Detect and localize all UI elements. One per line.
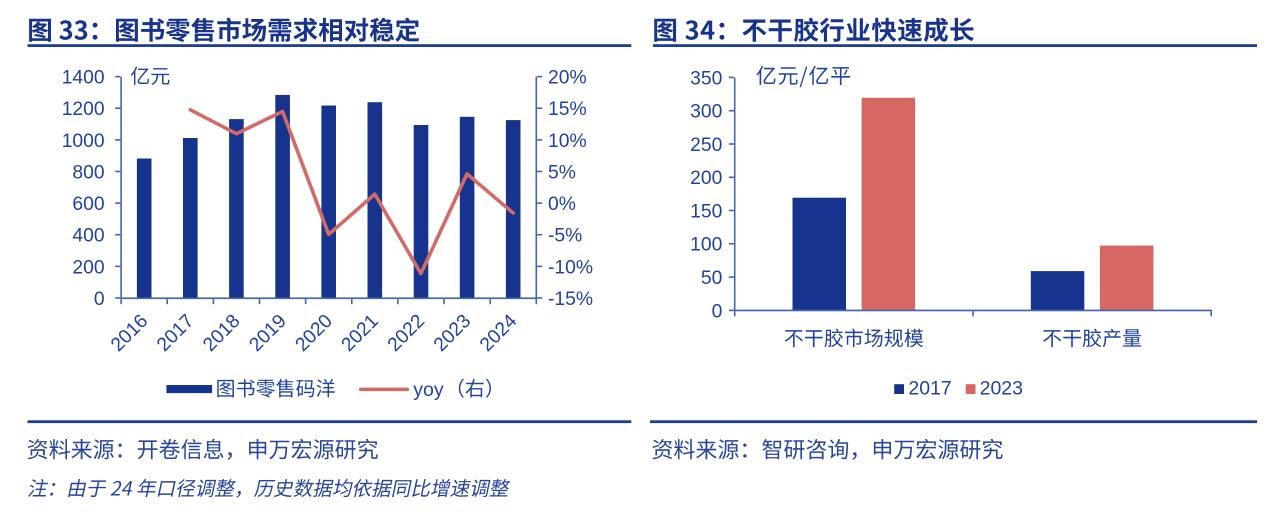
svg-text:100: 100 [690, 235, 722, 256]
svg-text:yoy: yoy [413, 379, 444, 401]
svg-text:350: 350 [690, 68, 722, 89]
svg-text:50: 50 [701, 268, 722, 289]
svg-text:0: 0 [712, 301, 723, 322]
svg-text:20%: 20% [548, 68, 587, 89]
svg-text:0: 0 [94, 289, 105, 310]
svg-text:200: 200 [690, 168, 722, 189]
svg-text:1200: 1200 [62, 99, 105, 120]
svg-text:600: 600 [72, 194, 104, 215]
svg-text:-5%: -5% [548, 226, 582, 247]
svg-text:2020: 2020 [292, 311, 337, 356]
svg-text:0%: 0% [548, 194, 576, 215]
svg-text:300: 300 [690, 102, 722, 123]
svg-text:2016: 2016 [107, 311, 152, 356]
svg-text:2019: 2019 [246, 311, 291, 356]
svg-text:2023: 2023 [430, 311, 475, 356]
svg-text:-15%: -15% [548, 289, 593, 310]
svg-text:-10%: -10% [548, 257, 593, 278]
svg-text:2022: 2022 [384, 311, 429, 356]
svg-text:5%: 5% [548, 162, 576, 183]
svg-text:800: 800 [72, 162, 104, 183]
svg-text:2018: 2018 [199, 311, 244, 356]
svg-text:10%: 10% [548, 131, 587, 152]
svg-text:2017: 2017 [908, 378, 951, 400]
svg-text:2017: 2017 [153, 311, 198, 356]
svg-text:150: 150 [690, 201, 722, 222]
svg-text:2021: 2021 [338, 311, 383, 356]
svg-text:2024: 2024 [476, 310, 521, 355]
svg-text:400: 400 [72, 226, 104, 247]
svg-text:200: 200 [72, 257, 104, 278]
svg-text:1000: 1000 [62, 131, 105, 152]
svg-text:1400: 1400 [62, 68, 105, 89]
svg-text:2023: 2023 [980, 378, 1023, 400]
svg-text:15%: 15% [548, 99, 587, 120]
svg-text:250: 250 [690, 135, 722, 156]
